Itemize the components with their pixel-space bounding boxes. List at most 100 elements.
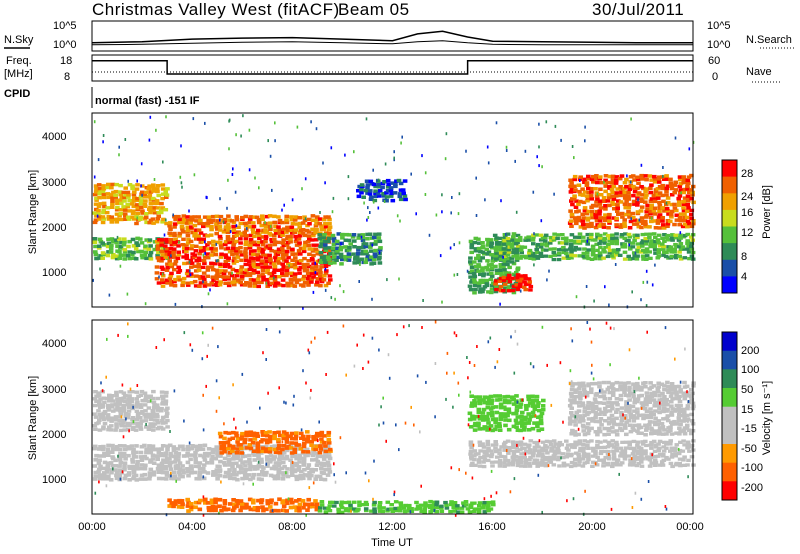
velocity-cell [615,403,620,407]
power-cell [328,278,333,282]
velocity-cell [294,456,299,461]
power-cell [591,180,596,184]
power-cell [627,235,633,239]
power-cell [194,228,199,232]
velocity-cell [614,460,620,464]
power-cell [610,174,616,179]
power-speckle [334,297,336,301]
velocity-cell [218,441,224,445]
power-cell [498,253,503,257]
velocity-cell [520,410,525,415]
velocity-cell [540,458,545,462]
velocity-cell [268,505,273,509]
velocity-cell [301,476,306,481]
power-cell [538,233,544,237]
power-cell [655,238,661,242]
velocity-cell [272,464,277,469]
power-speckle [400,141,402,145]
x-axis: 00:00 04:00 08:00 12:00 16:00 20:00 00:0… [78,521,704,533]
power-cell [614,223,619,227]
power-cell [649,206,654,210]
velocity-cell [318,466,324,471]
power-cell [336,232,342,236]
velocity-cell [648,415,654,420]
power-speckle [377,178,380,182]
power-cell [589,213,595,217]
power-cell [476,269,481,273]
velocity-cell [588,390,594,395]
power-cell [335,241,340,246]
power-cell [189,218,195,222]
velocity-cell [580,381,586,385]
velocity-cell [118,447,123,452]
velocity-speckle [282,509,285,513]
velocity-cell [497,428,503,432]
power-cell [660,236,665,240]
velocity-cell [239,448,244,453]
power-speckle [319,211,321,214]
power-cell [678,233,683,237]
power-cell [236,230,241,234]
power-cell [198,249,204,253]
velocity-cell [543,461,549,466]
velocity-cell [652,463,658,467]
velocity-cell [649,428,655,432]
power-cell [493,282,498,286]
velocity-cell [681,391,687,395]
power-cell [519,254,525,258]
velocity-cell [239,502,245,506]
power-cell [528,253,533,258]
velocity-cell [538,418,544,422]
velocity-cell [97,476,103,481]
power-cell [301,246,307,251]
power-cell [142,253,148,258]
velocity-speckle [125,417,127,421]
power-cell [327,231,332,236]
power-cell [138,202,144,206]
power-cell [507,280,513,284]
power-speckle [314,261,316,265]
power-cell [618,193,623,198]
velocity-cell [117,418,122,423]
power-cell [578,175,583,179]
velocity-cell [517,455,523,460]
velocity-cell [186,500,191,505]
velocity-speckle [679,380,682,384]
velocity-cell [511,442,516,447]
velocity-speckle [101,389,104,393]
velocity-cell [156,463,162,467]
power-cell [644,177,649,182]
velocity-cell [622,451,628,456]
power-cell [332,239,337,243]
power-cell [192,234,197,238]
power-cell [669,215,674,219]
velocity-cell [590,464,595,468]
velocity-cell [273,501,279,506]
power-cell [327,236,332,241]
velocity-cell [518,458,524,462]
velocity-cell [635,449,640,453]
power-cell [476,237,481,241]
power-cell [250,227,256,231]
power-speckle [267,139,269,143]
velocity-cell [155,396,161,401]
velocity-speckle [665,507,668,511]
power-cell [292,272,298,276]
velocity-speckle [105,484,108,488]
power-speckle [353,150,355,154]
velocity-cell [485,506,490,510]
velocity-cell [477,440,483,444]
power-cell [294,222,299,226]
velocity-cell [302,473,308,477]
velocity-cell [586,400,591,405]
power-cell [593,215,599,220]
velocity-cell [635,384,640,389]
velocity-cell [631,414,637,418]
power-cell [564,251,569,256]
power-cell [602,250,607,254]
velocity-cell [126,445,131,449]
velocity-cell [104,470,110,474]
power-speckle [366,218,368,222]
power-speckle [180,181,183,185]
power-cell [222,220,228,225]
